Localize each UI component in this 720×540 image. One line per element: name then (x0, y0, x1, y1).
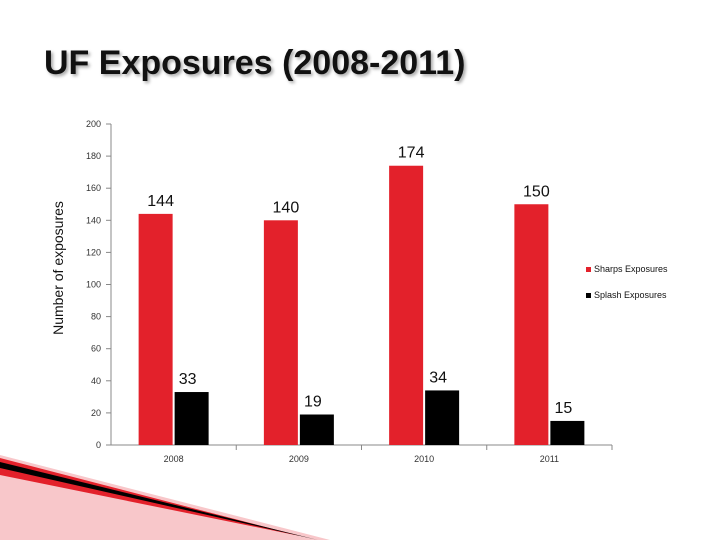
swoosh-light (0, 455, 330, 540)
bar-splash-exposures (174, 392, 209, 445)
y-tick-label: 140 (86, 215, 101, 225)
data-label: 140 (273, 199, 300, 216)
data-label: 33 (179, 371, 197, 388)
y-tick-label: 40 (91, 376, 101, 386)
y-tick-label: 200 (86, 119, 101, 129)
swoosh-red (0, 458, 300, 536)
y-tick-label: 20 (91, 408, 101, 418)
y-tick-label: 80 (91, 312, 101, 322)
bar-splash-exposures (299, 414, 334, 445)
swoosh-black (0, 462, 318, 540)
bar-splash-exposures (550, 420, 585, 445)
data-label: 144 (147, 193, 174, 210)
bar-sharps-exposures (389, 165, 424, 446)
bar-splash-exposures (425, 390, 460, 445)
legend-label: Splash Exposures (594, 290, 667, 300)
page-title: UF Exposures (2008-2011) (44, 44, 466, 82)
data-label: 15 (554, 400, 572, 417)
bar-sharps-exposures (263, 220, 298, 445)
y-tick-label: 60 (91, 344, 101, 354)
data-label: 19 (304, 394, 322, 411)
x-tick-label: 2009 (289, 454, 309, 464)
y-tick-label: 100 (86, 280, 101, 290)
x-tick-label: 2008 (164, 454, 184, 464)
y-tick-label: 180 (86, 151, 101, 161)
y-axis-title: Number of exposures (50, 201, 66, 335)
data-label: 174 (398, 145, 425, 162)
y-tick-label: 120 (86, 247, 101, 257)
y-tick-label: 160 (86, 183, 101, 193)
y-tick-label: 0 (96, 440, 101, 450)
data-label: 34 (429, 369, 447, 386)
legend-swatch (586, 293, 591, 298)
x-tick-label: 2011 (540, 454, 559, 464)
legend-label: Sharps Exposures (594, 264, 668, 274)
x-tick-label: 2010 (414, 454, 434, 464)
data-label: 150 (523, 183, 550, 200)
legend-swatch (586, 267, 591, 272)
bar-sharps-exposures (514, 204, 549, 445)
bar-sharps-exposures (138, 213, 173, 445)
